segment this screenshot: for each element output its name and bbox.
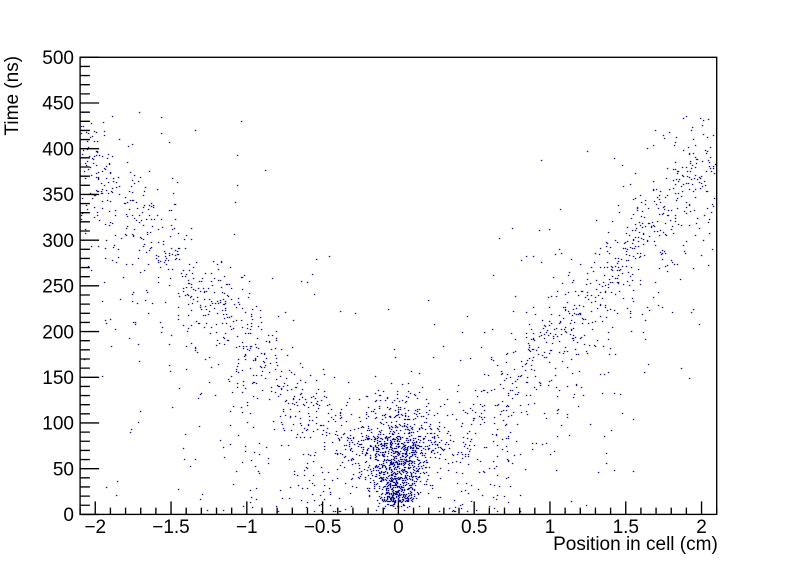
svg-text:400: 400	[42, 139, 74, 160]
svg-text:150: 150	[42, 368, 74, 389]
svg-text:500: 500	[42, 48, 74, 69]
svg-text:200: 200	[42, 322, 74, 343]
svg-text:−2: −2	[84, 517, 106, 538]
svg-text:Time (ns): Time (ns)	[2, 56, 23, 136]
svg-text:0: 0	[63, 505, 74, 526]
svg-text:−0.5: −0.5	[304, 517, 342, 538]
svg-text:1: 1	[545, 517, 556, 538]
svg-text:−1.5: −1.5	[152, 517, 190, 538]
svg-text:0.5: 0.5	[461, 517, 487, 538]
svg-text:300: 300	[42, 231, 74, 252]
svg-text:450: 450	[42, 94, 74, 115]
svg-text:350: 350	[42, 185, 74, 206]
svg-text:−1: −1	[236, 517, 258, 538]
svg-text:250: 250	[42, 277, 74, 298]
svg-text:0: 0	[393, 517, 404, 538]
svg-text:Position in cell (cm): Position in cell (cm)	[553, 534, 718, 555]
svg-text:50: 50	[53, 459, 74, 480]
svg-text:1.5: 1.5	[613, 517, 639, 538]
svg-text:100: 100	[42, 414, 74, 435]
svg-text:2: 2	[696, 517, 707, 538]
